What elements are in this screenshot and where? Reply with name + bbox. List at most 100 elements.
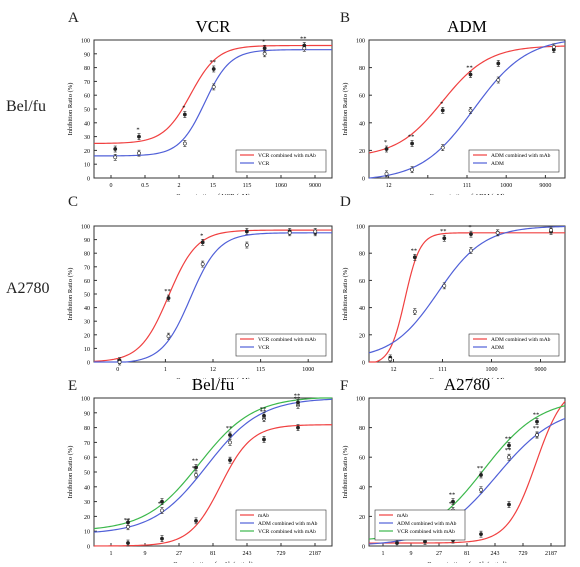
data-point bbox=[126, 524, 130, 529]
y-tick-label: 10 bbox=[84, 163, 90, 169]
legend-label: ADM combined with mAb bbox=[397, 521, 457, 527]
plot-frame bbox=[368, 225, 566, 363]
data-point bbox=[211, 67, 216, 71]
data-point bbox=[287, 230, 292, 235]
legend-label: mAb bbox=[397, 513, 408, 519]
y-tick-label: 50 bbox=[84, 293, 90, 299]
y-tick-label: 80 bbox=[84, 426, 90, 432]
x-tick-label: 12 bbox=[210, 367, 216, 373]
legend-label: ADM combined with mAb bbox=[491, 153, 551, 159]
series-curve bbox=[93, 44, 332, 145]
data-point bbox=[451, 499, 455, 504]
data-point bbox=[507, 455, 511, 460]
significance-label: ** bbox=[449, 492, 456, 499]
y-tick-label: 0 bbox=[87, 545, 90, 551]
y-tick-label: 50 bbox=[84, 471, 90, 477]
x-tick-label: 2187 bbox=[309, 551, 321, 557]
y-tick-label: 80 bbox=[84, 66, 90, 72]
data-point bbox=[262, 437, 266, 442]
y-tick-label: 30 bbox=[84, 135, 90, 141]
data-point bbox=[423, 539, 427, 544]
legend-label: VCR combined with mAb bbox=[258, 153, 316, 159]
data-point bbox=[228, 433, 232, 437]
data-point bbox=[313, 229, 318, 234]
data-point bbox=[440, 108, 445, 113]
x-axis-label: Concentration of mAb (μg/ml) bbox=[173, 561, 253, 563]
y-axis-label: Inhibition Ratio (%) bbox=[67, 446, 74, 499]
x-axis-label: Concentration of VCR (nM) bbox=[176, 193, 250, 195]
data-point bbox=[113, 155, 118, 160]
data-point bbox=[244, 243, 249, 247]
series-curve bbox=[368, 225, 566, 354]
x-tick-label: 111 bbox=[463, 183, 472, 189]
x-tick-label: 12 bbox=[386, 183, 392, 189]
significance-label: ** bbox=[124, 517, 131, 524]
chart-panel-c: 010203040506070809010001121151000Concent… bbox=[67, 225, 333, 379]
data-point bbox=[496, 61, 501, 66]
data-point bbox=[244, 229, 249, 234]
significance-label: * bbox=[136, 127, 139, 134]
y-tick-label: 90 bbox=[84, 52, 90, 58]
data-point bbox=[468, 72, 473, 77]
x-tick-label: 81 bbox=[464, 551, 470, 557]
row-label-a2780: A2780 bbox=[6, 280, 50, 297]
y-tick-label: 100 bbox=[81, 225, 90, 231]
data-point bbox=[137, 134, 141, 139]
y-tick-label: 100 bbox=[356, 39, 365, 45]
data-point bbox=[507, 443, 511, 448]
data-point bbox=[262, 413, 266, 418]
x-tick-label: 1 bbox=[164, 367, 167, 373]
data-point bbox=[384, 147, 389, 151]
legend-label: VCR bbox=[258, 161, 270, 167]
y-tick-label: 60 bbox=[84, 279, 90, 285]
y-tick-label: 10 bbox=[84, 530, 90, 536]
y-tick-label: 70 bbox=[84, 80, 90, 86]
data-point bbox=[200, 240, 205, 245]
series-curve bbox=[93, 398, 333, 533]
y-tick-label: 30 bbox=[84, 320, 90, 326]
x-axis-label: Concentration of mAb (μg/ml) bbox=[427, 561, 507, 563]
x-tick-label: 1 bbox=[110, 551, 113, 557]
significance-label: ** bbox=[209, 59, 216, 66]
y-tick-label: 40 bbox=[359, 306, 365, 312]
panel-letter-b: B bbox=[340, 10, 351, 26]
x-tick-label: 729 bbox=[519, 551, 528, 557]
data-point bbox=[384, 171, 389, 176]
data-point bbox=[166, 334, 171, 339]
panel-letter-c: C bbox=[68, 194, 79, 210]
y-tick-label: 40 bbox=[84, 306, 90, 312]
significance-label: * bbox=[468, 224, 471, 231]
data-point bbox=[166, 296, 171, 300]
y-tick-label: 90 bbox=[84, 411, 90, 417]
y-tick-label: 100 bbox=[81, 39, 90, 45]
significance-label: * bbox=[182, 105, 185, 112]
data-point bbox=[194, 518, 198, 523]
x-tick-label: 9000 bbox=[539, 183, 551, 189]
y-tick-label: 80 bbox=[359, 252, 365, 258]
data-point bbox=[296, 425, 300, 430]
legend-label: mAb bbox=[258, 513, 269, 519]
significance-label: ** bbox=[164, 288, 171, 295]
significance-label: ** bbox=[226, 425, 233, 432]
data-point bbox=[211, 85, 216, 89]
y-tick-label: 70 bbox=[84, 441, 90, 447]
data-point bbox=[160, 536, 164, 541]
x-tick-label: 243 bbox=[243, 551, 252, 557]
y-tick-label: 70 bbox=[84, 265, 90, 271]
significance-label: * bbox=[440, 100, 443, 107]
x-tick-label: 729 bbox=[277, 551, 286, 557]
significance-label: ** bbox=[300, 36, 307, 43]
data-point bbox=[126, 520, 130, 525]
x-tick-label: 9000 bbox=[535, 367, 547, 373]
y-tick-label: 80 bbox=[359, 66, 365, 72]
significance-label: ** bbox=[192, 458, 199, 465]
panel-letter-f: F bbox=[340, 378, 349, 394]
legend-label: VCR combined with mAb bbox=[397, 529, 455, 535]
x-tick-label: 81 bbox=[210, 551, 216, 557]
data-point bbox=[479, 532, 483, 537]
chart-title: Bel/fu bbox=[192, 378, 235, 394]
y-tick-label: 80 bbox=[84, 252, 90, 258]
chart-title: ADM bbox=[447, 17, 487, 36]
chart-panel-a: VCR 0 10 20 30 40 50 60 70 80 90 100 0 0.5 2 15 115 1060 9… bbox=[67, 17, 333, 195]
